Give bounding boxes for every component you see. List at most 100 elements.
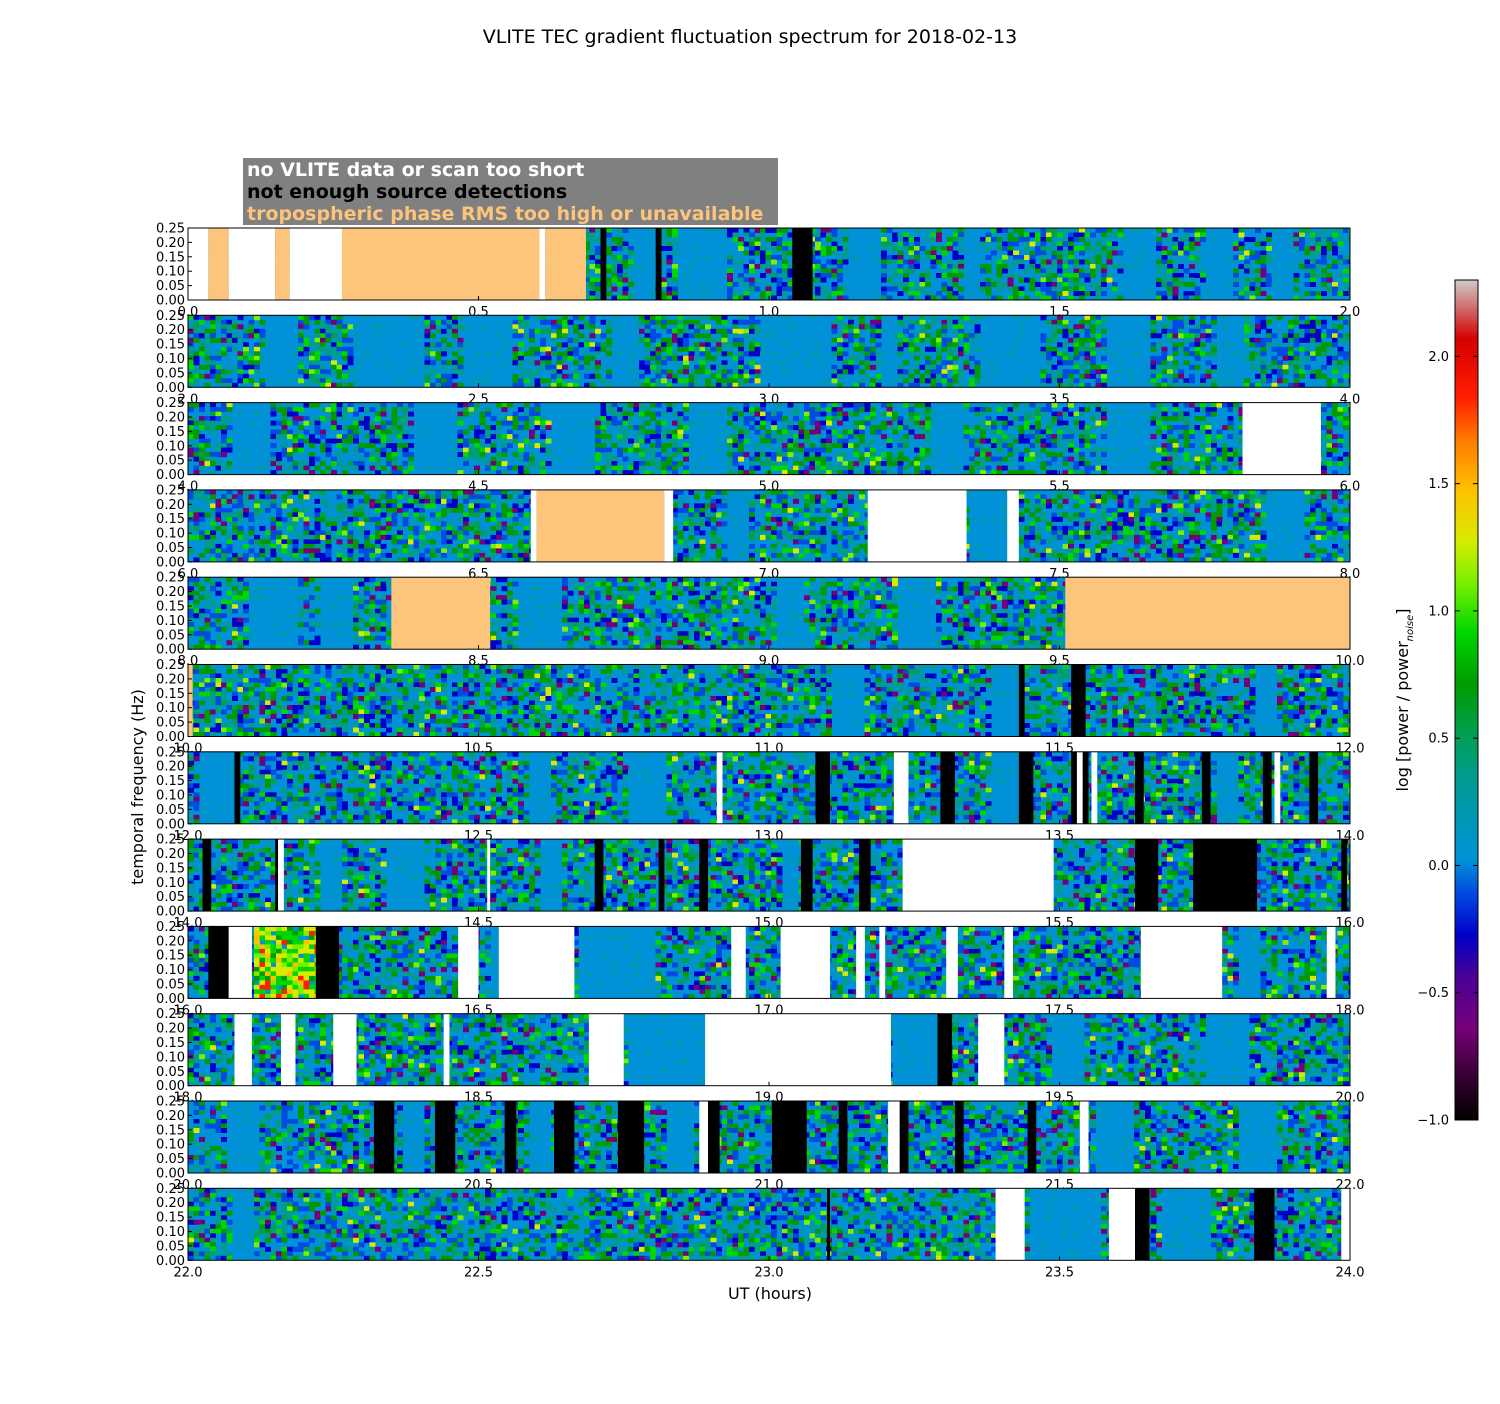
mask-no_data <box>290 228 342 300</box>
y-tick-label: 0.10 <box>156 963 185 978</box>
y-tick-label: 0.20 <box>156 934 185 949</box>
y-tick-label: 0.05 <box>156 628 185 643</box>
mask-no_detect <box>839 1101 848 1173</box>
colorbar-tick-label: 0.5 <box>1428 732 1449 747</box>
mask-no_detect <box>1309 752 1318 824</box>
mask-tropo <box>188 665 193 737</box>
y-tick-label: 0.20 <box>156 1022 185 1037</box>
mask-no_data <box>699 1101 708 1173</box>
mask-no_data <box>978 1014 1004 1086</box>
mask-no_detect <box>1263 752 1272 824</box>
mask-no_data <box>531 490 537 562</box>
colorbar-label-bracket: ] <box>1393 608 1412 614</box>
mask-no_detect <box>1028 1101 1037 1173</box>
colorbar-gradient <box>1455 280 1478 1120</box>
mask-no_detect <box>827 1188 830 1260</box>
spectrum-cells <box>188 926 1355 999</box>
mask-no_detect <box>1019 752 1034 824</box>
x-tick-label: 22.5 <box>464 1265 493 1280</box>
mask-no_data <box>856 926 865 998</box>
mask-no_detect <box>595 839 604 911</box>
mask-no_detect <box>1254 1188 1274 1260</box>
mask-no_data <box>903 839 909 911</box>
spectrum-cells <box>188 490 1355 563</box>
y-tick-label: 0.15 <box>156 949 185 964</box>
mask-no_data <box>781 926 830 998</box>
y-tick-label: 0.05 <box>156 279 185 294</box>
y-tick-label: 0.25 <box>156 396 185 411</box>
mask-tropo <box>545 228 586 300</box>
mask-no_detect <box>801 839 813 911</box>
mask-tropo <box>208 228 228 300</box>
y-tick-label: 0.15 <box>156 1211 185 1226</box>
mask-no_detect <box>208 926 228 998</box>
mask-no_detect <box>815 752 830 824</box>
spectrum-cells <box>188 752 1355 825</box>
mask-no_data <box>1243 403 1321 475</box>
mask-no_detect <box>1071 752 1077 824</box>
y-tick-label: 0.15 <box>156 1123 185 1138</box>
y-tick-label: 0.20 <box>156 323 185 338</box>
y-tick-label: 0.15 <box>156 600 185 615</box>
spectrum-cells <box>188 228 1355 301</box>
mask-no_detect <box>1341 839 1347 911</box>
mask-no_detect <box>234 752 240 824</box>
spectrum-cells <box>188 403 1355 476</box>
y-tick-label: 0.20 <box>156 585 185 600</box>
y-tick-label: 0.10 <box>156 701 185 716</box>
y-tick-label: 0.20 <box>156 1109 185 1124</box>
mask-no_detect <box>601 228 607 300</box>
spectrum-cells <box>188 315 1355 388</box>
mask-tropo <box>1065 577 1350 649</box>
mask-no_detect <box>772 1101 807 1173</box>
mask-no_data <box>333 1014 356 1086</box>
mask-no_detect <box>659 839 665 911</box>
colorbar: log [power / powernoise] 2.01.51.00.50.0… <box>1393 280 1478 1129</box>
y-tick-label: 0.25 <box>156 920 185 935</box>
mask-no_data <box>894 752 909 824</box>
chart-title: VLITE TEC gradient fluctuation spectrum … <box>483 26 1017 48</box>
y-tick-label: 0.25 <box>156 571 185 586</box>
mask-no_data <box>278 839 284 911</box>
mask-tropo <box>275 228 290 300</box>
mask-no_detect <box>792 228 812 300</box>
y-tick-label: 0.15 <box>156 338 185 353</box>
colorbar-label: log [power / powernoise] <box>1393 608 1416 791</box>
y-tick-label: 0.15 <box>156 861 185 876</box>
y-tick-label: 0.25 <box>156 1007 185 1022</box>
y-tick-label: 0.05 <box>156 890 185 905</box>
y-tick-label: 0.10 <box>156 1138 185 1153</box>
y-tick-label: 0.15 <box>156 425 185 440</box>
mask-no_data <box>1004 926 1013 998</box>
mask-no_data <box>487 839 490 911</box>
legend: no VLITE data or scan too short not enou… <box>243 158 778 225</box>
mask-no_data <box>1080 1101 1089 1173</box>
y-tick-label: 0.05 <box>156 541 185 556</box>
y-tick-label: 0.10 <box>156 614 185 629</box>
y-tick-label: 0.05 <box>156 366 185 381</box>
mask-no_data <box>444 1014 450 1086</box>
y-tick-label: 0.20 <box>156 1196 185 1211</box>
mask-no_detect <box>275 839 278 911</box>
mask-no_detect <box>1193 839 1257 911</box>
mask-tropo <box>391 577 490 649</box>
spectrum-cells <box>188 1014 1355 1086</box>
mask-no_detect <box>937 1014 952 1086</box>
mask-no_data <box>589 1014 624 1086</box>
y-tick-label: 0.20 <box>156 847 185 862</box>
y-tick-label: 0.25 <box>156 745 185 760</box>
x-tick-label: 22.0 <box>174 1265 203 1280</box>
mask-no_detect <box>1019 665 1025 737</box>
legend-no-detections: not enough source detections <box>247 181 567 203</box>
mask-no_detect <box>618 1101 644 1173</box>
x-axis-label: UT (hours) <box>728 1284 812 1303</box>
y-tick-label: 0.20 <box>156 236 185 251</box>
